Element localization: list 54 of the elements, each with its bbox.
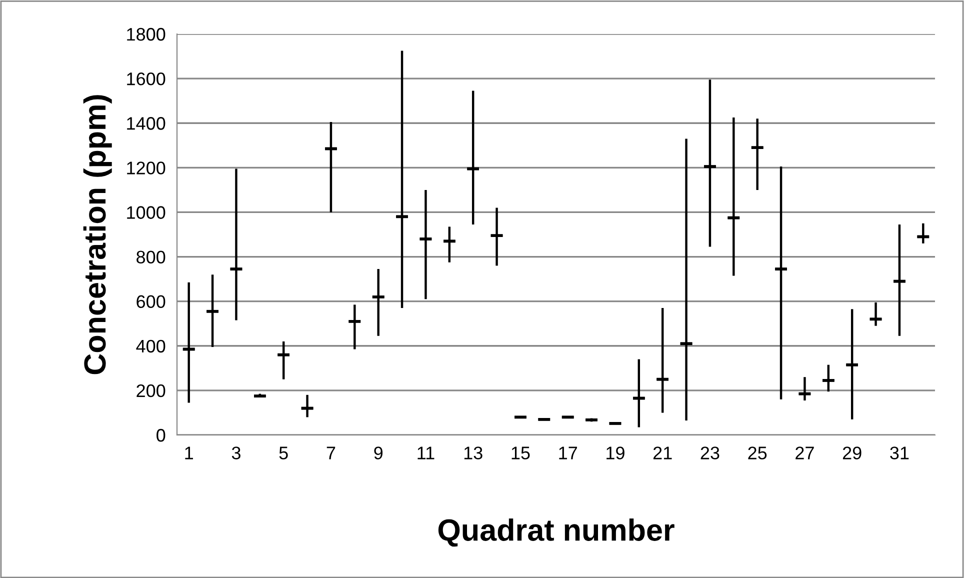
candlestick — [774, 165, 788, 400]
x-tick-label: 19 — [606, 446, 624, 460]
y-tick-label: 800 — [136, 250, 166, 264]
x-tick-label: 5 — [279, 446, 288, 460]
y-tick-label: 200 — [136, 384, 166, 398]
candlestick — [844, 308, 860, 421]
candlestick — [892, 223, 907, 337]
candlestick — [442, 226, 457, 264]
y-tick-label: 1600 — [127, 72, 166, 86]
x-tick-label: 25 — [748, 446, 767, 460]
x-tick-label: 27 — [796, 446, 814, 460]
y-tick-label: 600 — [136, 295, 166, 308]
x-axis-title: Quadrat number — [438, 518, 674, 547]
candlestick — [347, 304, 362, 350]
x-tick-label: 31 — [890, 446, 909, 460]
candlestick — [466, 90, 480, 226]
y-tick-label: 1800 — [127, 28, 166, 41]
x-tick-label: 13 — [464, 446, 482, 460]
x-tick-label: 23 — [700, 446, 720, 460]
candlestick — [394, 50, 410, 310]
x-tick-label: 1 — [185, 446, 193, 460]
x-tick-label: 11 — [418, 446, 434, 460]
x-tick-label: 3 — [232, 446, 240, 460]
candlestick — [750, 118, 765, 192]
candlestick — [726, 116, 741, 277]
candlestick — [678, 138, 694, 422]
candlestick — [228, 168, 244, 322]
candlestick — [324, 120, 338, 214]
y-tick-label: 1000 — [127, 206, 166, 219]
candlestick — [702, 78, 718, 248]
x-tick-label: 7 — [326, 446, 336, 460]
y-tick-label: 1400 — [127, 117, 166, 130]
candlestick — [489, 206, 504, 267]
candlestick — [821, 364, 836, 393]
x-tick-label: 17 — [559, 446, 577, 460]
candlestick — [300, 394, 315, 418]
candlestick — [797, 376, 812, 402]
x-tick-label: 9 — [374, 446, 383, 460]
candlestick — [868, 301, 884, 327]
x-tick-label: 21 — [653, 446, 672, 460]
candlestick — [418, 188, 434, 300]
candlestick — [632, 358, 646, 428]
candlestick — [182, 281, 196, 404]
candlestick — [655, 306, 670, 414]
x-tick-label: 15 — [512, 446, 530, 460]
y-tick-label: 1200 — [127, 162, 166, 174]
candlestick — [205, 273, 220, 348]
x-tick-label: 29 — [842, 446, 862, 460]
y-tick-label: 400 — [136, 340, 166, 353]
y-tick-label: 0 — [156, 428, 166, 442]
candlestick — [916, 222, 930, 245]
candlestick — [371, 268, 386, 337]
candlestick — [276, 340, 291, 380]
y-axis-title: Concetration (ppm) — [83, 95, 112, 374]
